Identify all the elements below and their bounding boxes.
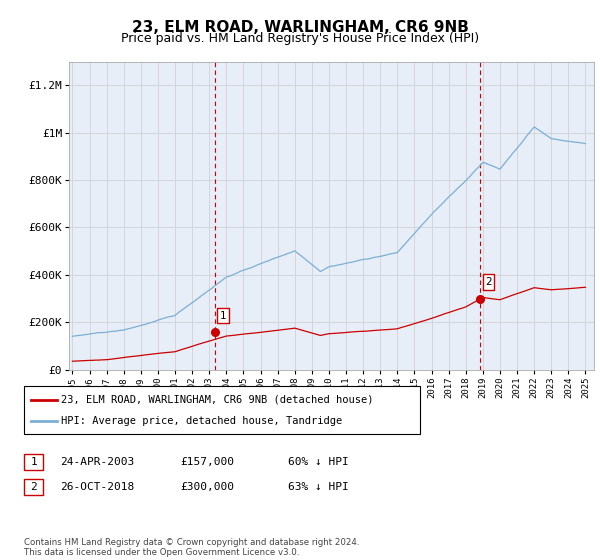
Text: 26-OCT-2018: 26-OCT-2018 bbox=[60, 482, 134, 492]
Text: 2: 2 bbox=[30, 482, 37, 492]
Text: HPI: Average price, detached house, Tandridge: HPI: Average price, detached house, Tand… bbox=[61, 416, 343, 426]
Text: 60% ↓ HPI: 60% ↓ HPI bbox=[288, 457, 349, 467]
Text: 1: 1 bbox=[30, 457, 37, 467]
Text: 63% ↓ HPI: 63% ↓ HPI bbox=[288, 482, 349, 492]
Text: 1: 1 bbox=[220, 311, 226, 321]
Text: £300,000: £300,000 bbox=[180, 482, 234, 492]
Text: 23, ELM ROAD, WARLINGHAM, CR6 9NB: 23, ELM ROAD, WARLINGHAM, CR6 9NB bbox=[131, 20, 469, 35]
Text: 2: 2 bbox=[485, 277, 492, 287]
Text: Price paid vs. HM Land Registry's House Price Index (HPI): Price paid vs. HM Land Registry's House … bbox=[121, 32, 479, 45]
Text: 24-APR-2003: 24-APR-2003 bbox=[60, 457, 134, 467]
Text: £157,000: £157,000 bbox=[180, 457, 234, 467]
Text: 23, ELM ROAD, WARLINGHAM, CR6 9NB (detached house): 23, ELM ROAD, WARLINGHAM, CR6 9NB (detac… bbox=[61, 395, 374, 405]
Text: Contains HM Land Registry data © Crown copyright and database right 2024.
This d: Contains HM Land Registry data © Crown c… bbox=[24, 538, 359, 557]
